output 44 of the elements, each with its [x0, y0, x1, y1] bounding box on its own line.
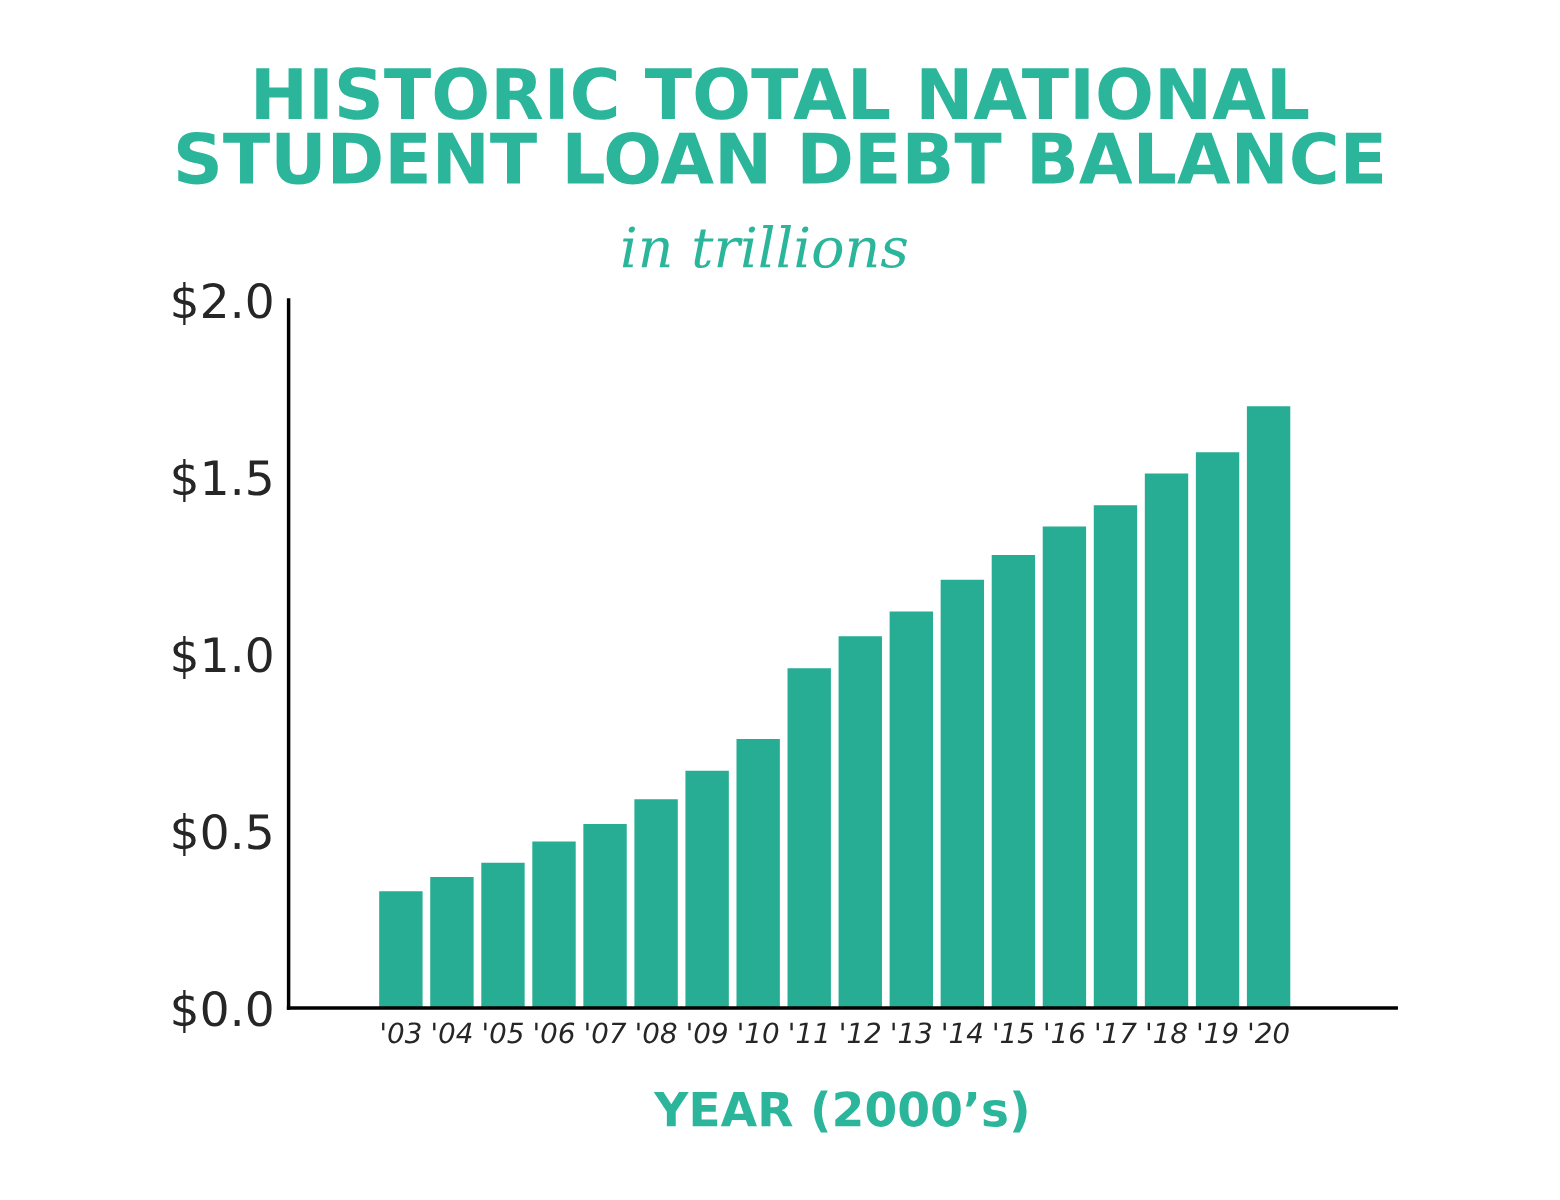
bar: [430, 877, 474, 1008]
x-tick-label: '04: [433, 1022, 472, 1044]
bar: [889, 611, 933, 1008]
x-tick-label: '11: [790, 1022, 827, 1043]
bar: [481, 862, 525, 1008]
bar: [685, 770, 729, 1008]
bar: [1093, 505, 1138, 1008]
x-tick-label: '15: [994, 1022, 1034, 1044]
bar: [532, 841, 576, 1008]
x-tick-label: '07: [586, 1022, 627, 1044]
y-tick-label: $0.0: [173, 990, 272, 1033]
bar: [991, 554, 1036, 1008]
bar: [1246, 406, 1291, 1008]
x-tick-label: '06: [535, 1022, 575, 1044]
bar: [379, 891, 423, 1008]
x-tick-label: '17: [1096, 1022, 1137, 1043]
x-tick-label: '18: [1147, 1022, 1187, 1044]
x-tick-label: '20: [1249, 1022, 1289, 1044]
x-tick-label: '09: [688, 1022, 727, 1044]
y-tick-label: $0.5: [173, 813, 271, 856]
x-tick-label: '12: [841, 1022, 881, 1043]
chart-subtitle: in trillions: [622, 225, 907, 269]
x-tick-label: '13: [892, 1022, 932, 1044]
bar: [787, 668, 831, 1008]
bar: [1144, 473, 1189, 1008]
bar: [736, 738, 780, 1008]
x-tick-label: '14: [943, 1022, 982, 1043]
bar: [1195, 452, 1240, 1008]
bar: [1042, 526, 1087, 1008]
x-tick-label: '08: [637, 1022, 677, 1044]
chart-title: HISTORIC TOTAL NATIONAL STUDENT LOAN DEBT BALANCE: [177, 67, 1383, 185]
bar: [634, 799, 678, 1008]
bar: [583, 823, 627, 1008]
x-tick-label: '03: [382, 1022, 421, 1044]
bar: [940, 579, 985, 1008]
bar: [838, 636, 882, 1008]
x-tick-label: '10: [739, 1022, 779, 1044]
x-tick-label: '16: [1045, 1022, 1085, 1044]
x-tick-label: '05: [484, 1022, 523, 1044]
y-tick-label: $1.5: [173, 459, 271, 502]
y-tick-label: $1.0: [173, 636, 272, 679]
x-tick-label: '19: [1198, 1022, 1238, 1044]
y-tick-label: $2.0: [173, 282, 272, 325]
x-axis-title: YEAR (2000’s): [653, 1090, 1027, 1133]
